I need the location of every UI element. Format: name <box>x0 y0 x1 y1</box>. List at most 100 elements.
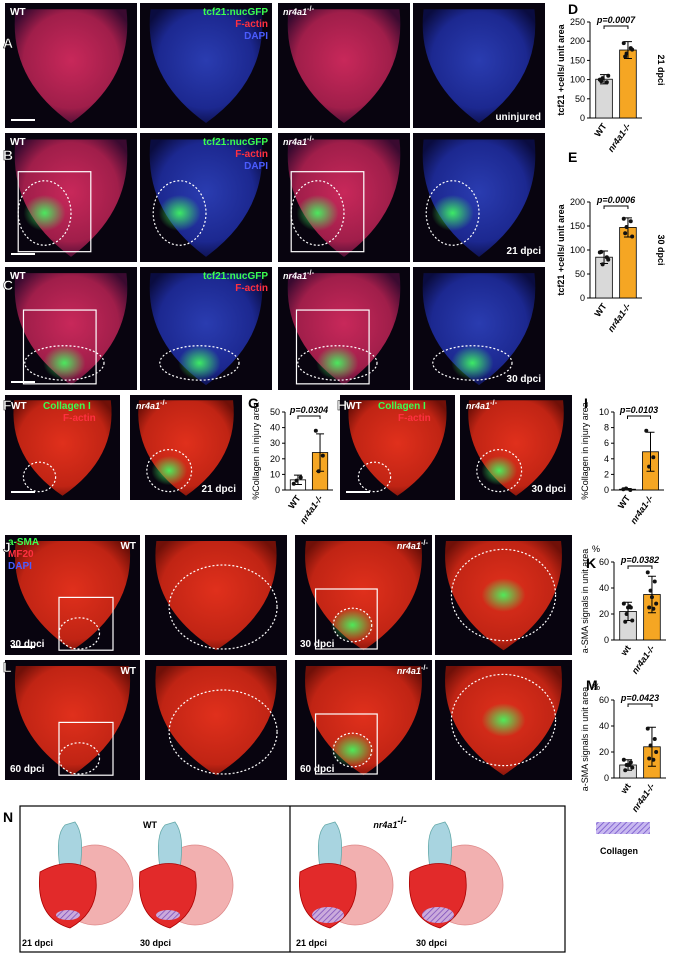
y-tick-label: 200 <box>570 197 585 207</box>
injury-outline <box>159 345 240 381</box>
genotype-label: nr4a1-/- <box>283 4 315 17</box>
image-label: 60 dpci <box>10 764 45 775</box>
data-point <box>647 605 652 610</box>
heart-icon <box>38 821 134 929</box>
y-axis-label: a-SMA signals in unit area <box>580 687 590 792</box>
x-tick-label: nr4a1-/- <box>298 493 325 525</box>
micrograph <box>295 660 432 780</box>
collagen <box>312 907 344 923</box>
y-tick-label: 0 <box>604 485 609 495</box>
data-point <box>623 231 628 236</box>
heart-tissue <box>155 541 277 651</box>
signal <box>481 703 526 737</box>
data-point <box>316 469 321 474</box>
bar <box>619 49 637 119</box>
genotype: nr4a1 <box>466 401 490 411</box>
genotype-label: nr4a1-/- <box>397 538 429 551</box>
genotype-label: nr4a1-/- <box>397 663 429 676</box>
injury-outline <box>22 461 57 493</box>
inset-box <box>314 588 378 650</box>
genotype: nr4a1 <box>283 137 307 147</box>
p-value: p=0.0103 <box>619 405 658 415</box>
injury-outline <box>168 564 278 650</box>
x-tick-label: wt <box>618 643 633 658</box>
y-axis-label: tcf21 +cells/ unit area <box>556 23 566 115</box>
signal <box>431 194 474 232</box>
collagen <box>56 910 80 920</box>
micrograph <box>435 660 572 780</box>
genotype-label: nr4a1-/- <box>373 816 406 830</box>
data-point <box>654 601 659 606</box>
y-tick-label: 150 <box>570 55 585 65</box>
panel-letter: H <box>337 397 347 413</box>
signal <box>481 455 518 486</box>
data-point <box>621 216 626 221</box>
micrograph <box>145 660 287 780</box>
y-tick-label: 8 <box>604 423 609 433</box>
genotype-label: nr4a1-/- <box>283 134 315 147</box>
data-point <box>626 605 631 610</box>
panel-letter: G <box>248 395 259 411</box>
micrograph <box>130 395 242 500</box>
signal <box>23 194 66 232</box>
error-bar <box>647 575 656 614</box>
signal <box>451 345 494 381</box>
data-point <box>630 47 635 52</box>
y-axis-label: tcf21 +cells/ unit area <box>556 203 566 295</box>
image-label: F-actin <box>63 413 96 424</box>
panel-letter: M <box>586 677 598 693</box>
x-tick-label: WT <box>592 301 609 319</box>
image-label: WT <box>11 401 27 412</box>
data-point <box>645 570 650 575</box>
image-label: WT <box>120 541 136 552</box>
data-point <box>652 737 657 741</box>
image-label: 21 dpci <box>507 246 542 257</box>
image-label: WT <box>10 7 26 18</box>
micrograph <box>140 267 272 390</box>
y-tick-label: 60 <box>599 695 609 705</box>
image-label: tcf21:nucGFP <box>203 137 268 148</box>
data-point <box>645 726 650 731</box>
y-tick-label: 50 <box>270 407 280 417</box>
micrograph <box>278 3 410 128</box>
data-point <box>623 619 628 624</box>
inset-box <box>295 309 370 385</box>
y-tick-label: 50 <box>575 269 585 279</box>
y-tick-label: 30 <box>270 438 280 448</box>
data-point <box>606 257 611 262</box>
panel-letter: F <box>3 397 12 413</box>
data-point <box>628 488 633 492</box>
signal <box>330 608 375 642</box>
genotype: nr4a1 <box>397 541 421 551</box>
injury-outline <box>450 673 557 767</box>
genotype-superscript: -/- <box>397 816 406 827</box>
micrograph <box>413 3 545 128</box>
significance-bracket <box>603 205 629 209</box>
y-tick-label: 150 <box>570 221 585 231</box>
heart-tissue <box>155 666 277 776</box>
heart-tissue <box>14 541 131 651</box>
image-label: 30 dpci <box>10 639 45 650</box>
signal <box>481 578 526 612</box>
significance-bracket <box>297 415 321 419</box>
genotype: nr4a1 <box>136 401 160 411</box>
injury-outline <box>332 607 373 643</box>
image-label: 30 dpci <box>507 374 542 385</box>
genotype: nr4a1 <box>373 820 397 830</box>
data-point <box>651 606 656 611</box>
y-axis-label: %Collagen in injury area <box>251 402 261 500</box>
outflow <box>157 821 183 869</box>
micrograph <box>5 133 137 262</box>
stage-label: 21 dpci <box>296 938 327 948</box>
data-point <box>624 51 629 56</box>
y-tick-label: 20 <box>599 609 609 619</box>
signal <box>178 345 221 381</box>
genotype-label: nr4a1-/- <box>283 268 315 281</box>
micrograph <box>145 535 287 655</box>
x-tick-label: wt <box>618 781 633 796</box>
signal <box>296 194 339 232</box>
injury-outline <box>24 345 105 381</box>
p-value: p=0.0423 <box>620 693 659 703</box>
data-point <box>623 54 628 59</box>
